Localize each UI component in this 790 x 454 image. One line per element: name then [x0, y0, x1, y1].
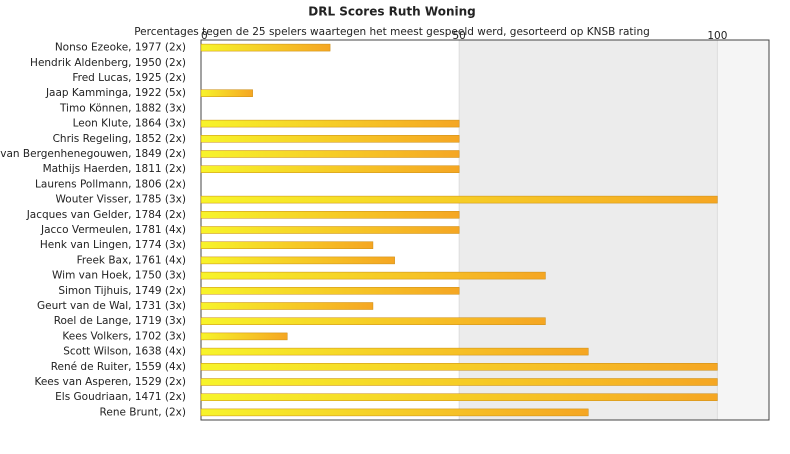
- x-tick-label: 100: [707, 30, 727, 42]
- bar: [200, 271, 546, 280]
- y-tick-label: Mathijs Haerden, 1811 (2x): [43, 163, 186, 175]
- chart-subtitle: Percentages tegen de 25 spelers waartege…: [134, 26, 650, 38]
- x-tick-label: 50: [452, 30, 465, 42]
- y-tick-label: Hendrik Aldenberg, 1950 (2x): [30, 57, 186, 69]
- y-tick-label: Roel de Lange, 1719 (3x): [54, 315, 186, 327]
- bar: [200, 363, 718, 371]
- bar: [200, 150, 460, 158]
- bar: [200, 226, 460, 234]
- y-tick-label: Wim van Hoek, 1750 (3x): [52, 270, 186, 282]
- bar: [200, 287, 460, 295]
- chart-title: DRL Scores Ruth Woning: [308, 5, 475, 19]
- y-tick-label: Nonso Ezeoke, 1977 (2x): [55, 42, 186, 54]
- bar: [200, 393, 718, 401]
- y-tick-label: Geurt van de Wal, 1731 (3x): [37, 300, 186, 312]
- x-tick-label: 0: [201, 30, 208, 42]
- bar: [200, 241, 374, 249]
- y-tick-label: René de Ruiter, 1559 (4x): [51, 361, 186, 373]
- y-tick-label: Timo Können, 1882 (3x): [59, 102, 186, 114]
- bar: [200, 302, 374, 310]
- y-tick-label: Laurens Pollmann, 1806 (2x): [35, 178, 186, 190]
- y-tick-label: Leon Klute, 1864 (3x): [73, 118, 186, 130]
- bar: [200, 135, 460, 143]
- y-tick-label: Kees van Asperen, 1529 (2x): [34, 376, 186, 388]
- bar: [200, 256, 395, 265]
- bar: [200, 43, 331, 52]
- bar: [200, 408, 589, 417]
- plot-band: [459, 40, 718, 420]
- y-tick-label: Fred Lucas, 1925 (2x): [72, 72, 186, 84]
- y-tick-label: Scott Wilson, 1638 (4x): [63, 346, 186, 358]
- bar: [200, 378, 718, 386]
- y-tick-label: Rene Brunt, (2x): [100, 406, 186, 418]
- y-tick-label: Freek Bax, 1761 (4x): [77, 254, 186, 266]
- bar: [200, 195, 718, 204]
- plot-band: [717, 40, 769, 420]
- y-tick-label: Els Goudriaan, 1471 (2x): [55, 391, 186, 403]
- y-tick-label: Henk van Lingen, 1774 (3x): [40, 239, 186, 251]
- bar: [200, 347, 589, 356]
- bar: [200, 317, 546, 325]
- y-tick-label: Kees Volkers, 1702 (3x): [62, 330, 186, 342]
- y-tick-label: Chris Regeling, 1852 (2x): [53, 133, 186, 145]
- bar: [200, 119, 460, 128]
- y-tick-label: Simon Tijhuis, 1749 (2x): [58, 285, 186, 297]
- y-tick-label: van Bergenhenegouwen, 1849 (2x): [0, 148, 186, 160]
- y-tick-label: Wouter Visser, 1785 (3x): [56, 194, 187, 206]
- y-tick-label: Jaap Kamminga, 1922 (5x): [45, 87, 186, 99]
- y-tick-label: Jacques van Gelder, 1784 (2x): [26, 209, 186, 221]
- bar: [200, 332, 288, 341]
- y-tick-label: Jacco Vermeulen, 1781 (4x): [40, 224, 186, 236]
- bar: [200, 89, 253, 97]
- bar: [200, 165, 460, 173]
- bar: [200, 211, 460, 219]
